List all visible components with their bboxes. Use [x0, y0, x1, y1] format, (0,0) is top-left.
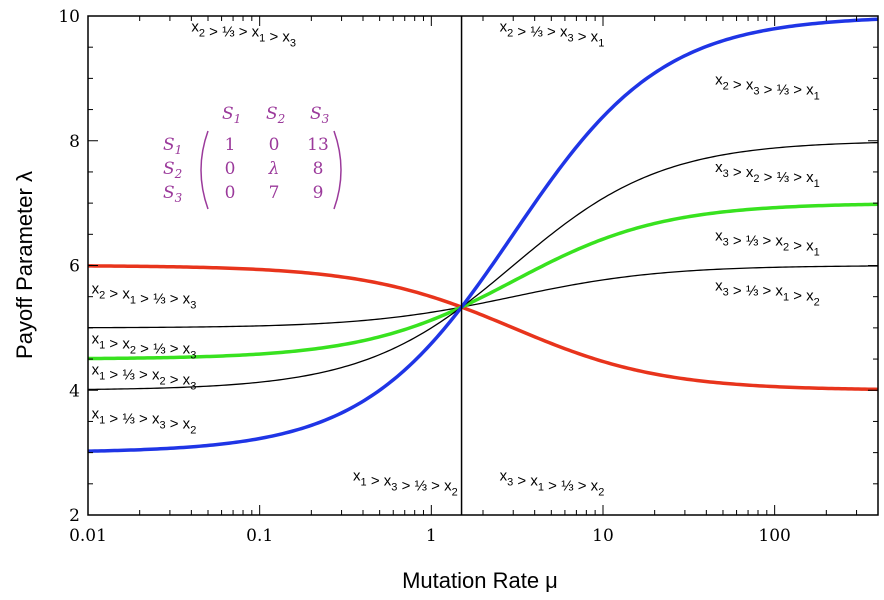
y-tick-label: 8 — [69, 132, 80, 152]
matrix-cell: 9 — [313, 183, 324, 203]
region-label-a5: x3 > ⅓ > x2 > x1 — [715, 228, 820, 259]
x-tick-label: 1 — [426, 526, 437, 546]
x-axis-ticks: 0.01 0.1 1 10 100 — [69, 16, 879, 546]
x-axis-title: Mutation Rate μ — [402, 568, 558, 593]
region-labels: x2 > ⅓ > x1 > x3 x2 > ⅓ > x3 > x1 x2 > x3 … — [92, 19, 820, 499]
x-tick-label: 10 — [592, 526, 614, 546]
series-line-1 — [88, 264, 878, 392]
series-line-2 — [88, 265, 878, 329]
matrix-cell: λ — [268, 159, 280, 179]
region-label-a9: x1 > ⅓ > x2 > x3 — [92, 362, 197, 393]
matrix-right-paren — [333, 130, 342, 210]
matrix-col-header: S2 — [266, 104, 285, 126]
region-label-a8: x1 > x2 > ⅓ > x3 — [92, 330, 197, 361]
matrix-row-header: S3 — [163, 183, 183, 205]
y-axis-title: Payoff Parameter λ — [12, 171, 37, 359]
matrix-col-header: S3 — [310, 104, 330, 126]
region-label-a2: x2 > ⅓ > x3 > x1 — [500, 19, 605, 50]
region-label-a11: x1 > x3 > ⅓ > x2 — [353, 468, 458, 499]
matrix-cell: 0 — [225, 183, 236, 203]
region-label-a12: x3 > x1 > ⅓ > x2 — [500, 468, 605, 499]
series-line-4 — [88, 141, 878, 391]
x-tick-label: 0.1 — [246, 526, 273, 546]
matrix-left-paren — [200, 130, 209, 210]
region-label-a3: x2 > x3 > ⅓ > x1 — [715, 72, 820, 103]
matrix-cell: 1 — [225, 135, 236, 155]
x-tick-label: 0.01 — [69, 526, 107, 546]
x-tick-label: 100 — [758, 526, 790, 546]
region-label-a1: x2 > ⅓ > x1 > x3 — [191, 19, 296, 50]
y-tick-label: 2 — [69, 506, 80, 526]
series-line-5 — [88, 17, 878, 453]
matrix-col-header: S1 — [222, 104, 241, 126]
matrix-cell: 8 — [313, 159, 324, 179]
y-tick-label: 10 — [58, 7, 80, 27]
series-curves — [88, 17, 878, 453]
matrix-cell: 0 — [225, 159, 236, 179]
region-label-a4: x3 > x2 > ⅓ > x1 — [715, 159, 820, 190]
series-line-3 — [88, 202, 878, 361]
region-label-a10: x1 > ⅓ > x3 > x2 — [92, 405, 197, 436]
matrix-row-header: S2 — [163, 159, 182, 181]
y-tick-label: 4 — [69, 381, 80, 401]
y-tick-label: 6 — [69, 257, 80, 277]
matrix-cell: 0 — [269, 135, 280, 155]
matrix-cell: 13 — [307, 135, 329, 155]
matrix-row-header: S1 — [163, 135, 182, 157]
region-label-a7: x2 > x1 > ⅓ > x3 — [92, 281, 197, 312]
matrix-cell: 7 — [269, 183, 280, 203]
region-label-a6: x3 > ⅓ > x1 > x2 — [715, 277, 820, 308]
